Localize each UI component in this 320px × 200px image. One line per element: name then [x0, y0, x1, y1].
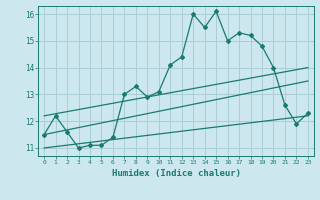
X-axis label: Humidex (Indice chaleur): Humidex (Indice chaleur) [111, 169, 241, 178]
